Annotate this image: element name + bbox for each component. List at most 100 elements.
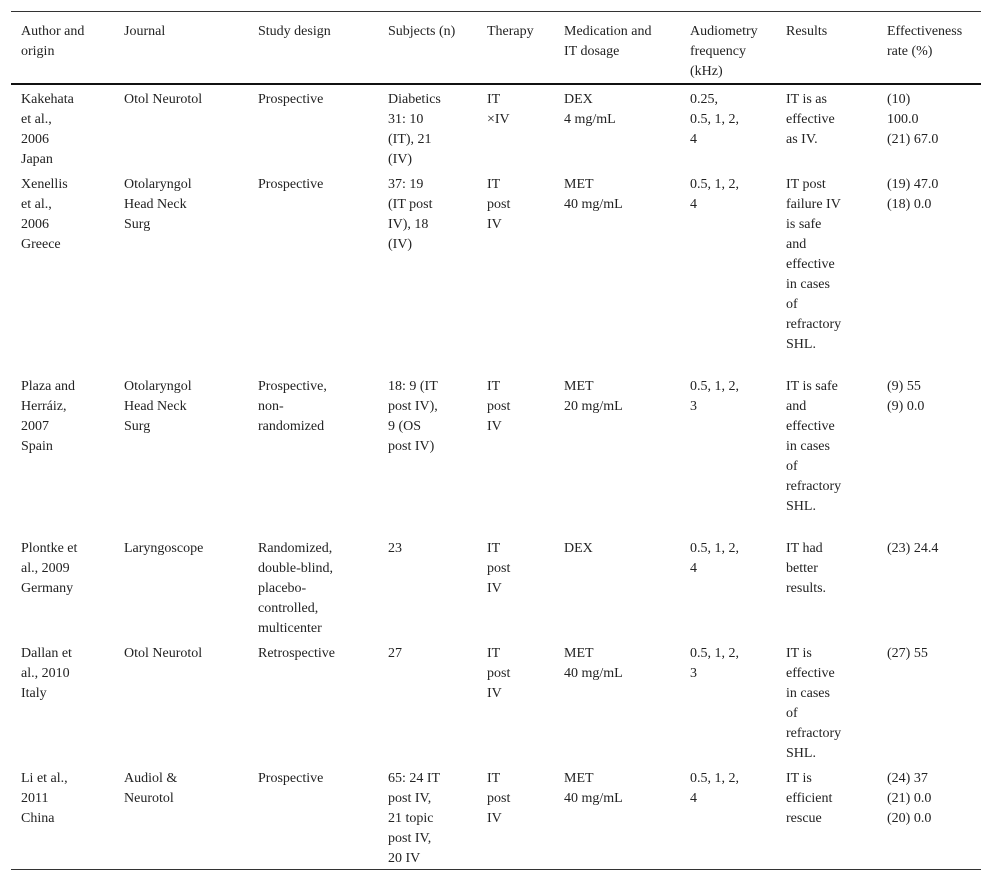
cell-line: Prospective xyxy=(258,91,324,107)
data-table: Author and origin Journal Study design Subje… xyxy=(11,11,981,870)
cell-line: MET xyxy=(564,645,594,661)
cell-line: in cases xyxy=(786,438,830,454)
header-cell: Audiometry frequency (kHz) xyxy=(680,12,776,84)
cell-line: IT xyxy=(487,378,501,394)
table-cell: 0.5, 1, 2, 4 xyxy=(680,534,776,639)
cell-line: Plontke et xyxy=(21,540,78,556)
cell-line: Herráiz, xyxy=(21,398,67,414)
cell-line: Results xyxy=(786,24,828,39)
cell-line: Germany xyxy=(21,580,74,596)
cell-line: Plaza and xyxy=(21,378,76,394)
header-cell: Journal xyxy=(114,12,248,84)
cell-line: Surg xyxy=(124,418,151,434)
cell-line: (9) 55 xyxy=(887,378,921,394)
cell-line: Italy xyxy=(21,685,47,701)
table-cell: 0.5, 1, 2, 4 xyxy=(680,764,776,870)
table-cell: Retrospective xyxy=(248,639,378,764)
cell-line: Retrospective xyxy=(258,645,335,661)
cell-line: randomized xyxy=(258,418,325,434)
cell-line: Head Neck xyxy=(124,196,187,212)
cell-line: placebo- xyxy=(258,580,307,596)
cell-line: 23 xyxy=(388,540,402,556)
table-cell: Xenellis et al., 2006 Greece xyxy=(11,170,114,372)
cell-line: double-blind, xyxy=(258,560,334,576)
table-cell: MET 40 mg/mL xyxy=(554,639,680,764)
cell-line: 31: 10 xyxy=(388,111,424,127)
table-cell: 18: 9 (IT post IV), 9 (OS post IV) xyxy=(378,372,477,534)
table-cell: IT post IV xyxy=(477,764,554,870)
cell-line: failure IV xyxy=(786,196,841,212)
cell-line: (kHz) xyxy=(690,64,723,79)
table-cell: (23) 24.4 xyxy=(877,534,981,639)
cell-line: IT is xyxy=(786,645,812,661)
table-row: Dallan et al., 2010 Italy Otol Neurotol Retr… xyxy=(11,639,981,764)
cell-line: Medication and xyxy=(564,24,652,39)
header-cell: Author and origin xyxy=(11,12,114,84)
cell-line: post xyxy=(487,196,511,212)
table-cell: IT is efficient rescue xyxy=(776,764,877,870)
cell-line: 20 mg/mL xyxy=(564,398,623,414)
cell-line: Randomized, xyxy=(258,540,333,556)
table-cell: Otol Neurotol xyxy=(114,639,248,764)
cell-line: post IV) xyxy=(388,438,435,454)
cell-line: 2006 xyxy=(21,131,49,147)
table-row: Li et al., 2011 China Audiol & Neurotol Prosp… xyxy=(11,764,981,870)
header-cell: Subjects (n) xyxy=(378,12,477,84)
table-header: Author and origin Journal Study design Subje… xyxy=(11,11,981,84)
cell-line: 40 mg/mL xyxy=(564,665,623,681)
table-cell: Dallan et al., 2010 Italy xyxy=(11,639,114,764)
table-cell: IT post IV xyxy=(477,170,554,372)
table-cell: Prospective xyxy=(248,84,378,170)
cell-line: IV xyxy=(487,685,502,701)
cell-line: frequency xyxy=(690,44,746,59)
cell-line: 0.5, 1, 2, xyxy=(690,645,739,661)
cell-line: and xyxy=(786,398,807,414)
cell-line: 37: 19 xyxy=(388,176,424,192)
cell-line: Japan xyxy=(21,151,53,167)
cell-line: IT xyxy=(487,540,501,556)
table-cell: Plontke et al., 2009 Germany xyxy=(11,534,114,639)
cell-line: post xyxy=(487,398,511,414)
table-row: Xenellis et al., 2006 Greece Otolaryngol Head… xyxy=(11,170,981,372)
cell-line: 3 xyxy=(690,398,697,414)
cell-line: 20 IV xyxy=(388,850,421,866)
cell-line: Otolaryngol xyxy=(124,176,192,192)
table-cell: (19) 47.0 (18) 0.0 xyxy=(877,170,981,372)
cell-line: is safe xyxy=(786,216,822,232)
cell-line: Dallan et xyxy=(21,645,72,661)
cell-line: Otol Neurotol xyxy=(124,91,203,107)
cell-line: IT xyxy=(487,176,501,192)
header-cell: Results xyxy=(776,12,877,84)
table-cell: Randomized, double-blind, placebo-controll… xyxy=(248,534,378,639)
cell-line: Diabetics xyxy=(388,91,441,107)
table-cell: MET 40 mg/mL xyxy=(554,764,680,870)
table-cell: (27) 55 xyxy=(877,639,981,764)
cell-line: (IT), 21 xyxy=(388,131,432,147)
table-body: Kakehata et al., 2006 Japan Otol Neurotol Pro… xyxy=(11,84,981,870)
cell-line: Otolaryngol xyxy=(124,378,192,394)
cell-line: SHL. xyxy=(786,498,816,514)
cell-line: 21 topic xyxy=(388,810,434,826)
cell-line: 0.5, 1, 2, xyxy=(690,540,739,556)
cell-line: (18) 0.0 xyxy=(887,196,932,212)
table-cell: IT post IV xyxy=(477,639,554,764)
cell-line: 65: 24 IT xyxy=(388,770,441,786)
cell-line: ×IV xyxy=(487,111,510,127)
cell-line: effective xyxy=(786,256,835,272)
table-cell: IT post IV xyxy=(477,534,554,639)
cell-line: 27 xyxy=(388,645,402,661)
cell-line: IT post xyxy=(786,176,826,192)
table-cell: 0.5, 1, 2, 4 xyxy=(680,170,776,372)
cell-line: 2007 xyxy=(21,418,49,434)
cell-line: Surg xyxy=(124,216,151,232)
cell-line: 2006 xyxy=(21,216,49,232)
cell-line: of xyxy=(786,458,798,474)
cell-line: 0.5, 1, 2, xyxy=(690,770,739,786)
cell-line: (20) 0.0 xyxy=(887,810,932,826)
table-cell: IT post failure IV is safe and effective in c… xyxy=(776,170,877,372)
cell-line: 18: 9 (IT xyxy=(388,378,438,394)
table-cell: Diabetics 31: 10 (IT), 21 (IV) xyxy=(378,84,477,170)
cell-line: 0.5, 1, 2, xyxy=(690,111,739,127)
table-cell: IT is safe and effective in cases of refracto… xyxy=(776,372,877,534)
cell-line: post IV, xyxy=(388,830,432,846)
